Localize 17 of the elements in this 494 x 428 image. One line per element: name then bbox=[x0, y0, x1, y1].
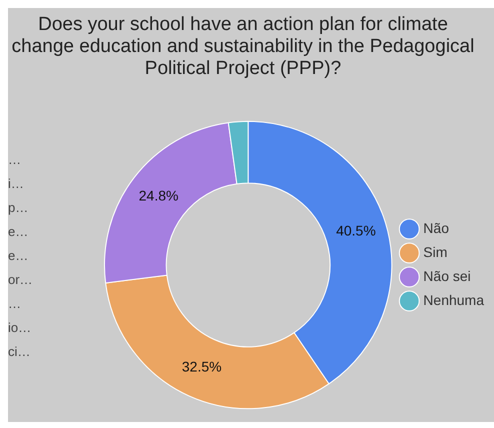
text: … bbox=[8, 151, 22, 169]
legend-label: Nenhuma bbox=[423, 292, 484, 308]
text: … bbox=[8, 295, 22, 313]
data-label: 24.8% bbox=[138, 187, 178, 204]
data-label: 40.5% bbox=[336, 222, 376, 239]
text: or… bbox=[8, 271, 33, 289]
chart-title: Does your school have an action plan for climate change education and sustainability in the Pedagogical Political Project (PPP)? bbox=[10, 14, 476, 80]
text: e… bbox=[8, 247, 30, 265]
legend-label: Não sei bbox=[423, 268, 471, 284]
text: ci… bbox=[8, 343, 32, 361]
text: i… bbox=[8, 175, 25, 193]
legend-label: Sim bbox=[423, 244, 448, 260]
text: io… bbox=[8, 319, 32, 337]
text: e… bbox=[8, 223, 30, 241]
text: p… bbox=[8, 199, 30, 217]
data-label: 32.5% bbox=[182, 358, 222, 375]
legend-label: Não bbox=[423, 220, 450, 236]
